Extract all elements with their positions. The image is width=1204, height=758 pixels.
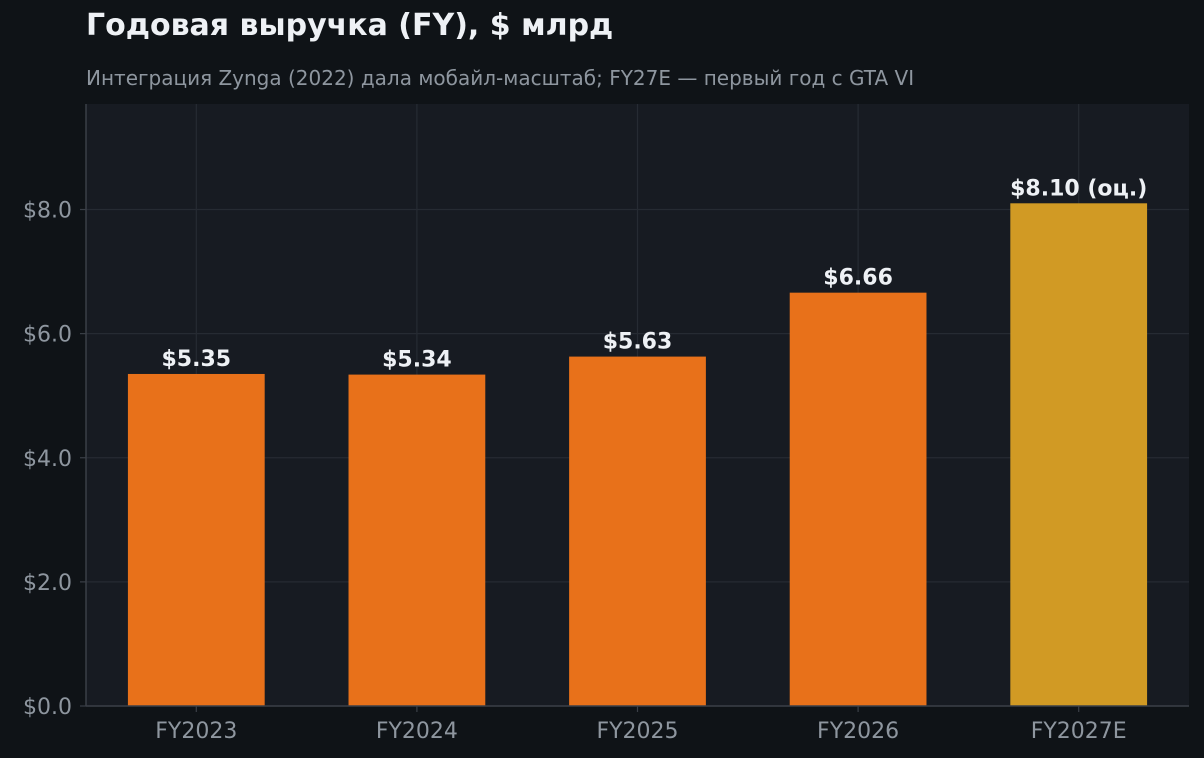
x-tick-label: FY2026 [817, 719, 899, 744]
bar-value-label: $5.34 [382, 348, 452, 373]
bar-fy2026 [789, 292, 927, 706]
x-tick-label: FY2025 [596, 719, 678, 744]
y-tick-label: $6.0 [23, 323, 72, 348]
y-tick-label: $0.0 [23, 695, 72, 720]
bar-fy2027e [1010, 203, 1148, 707]
x-axis-tick-labels: FY2023 FY2024 FY2025 FY2026 FY2027E [155, 706, 1127, 744]
x-tick-label: FY2027E [1031, 719, 1127, 744]
y-tick-label: $4.0 [23, 447, 72, 472]
chart-subtitle: Интеграция Zynga (2022) дала мобайл-масш… [86, 66, 915, 90]
bars [127, 203, 1148, 707]
bar-fy2024 [348, 374, 486, 706]
bar-fy2025 [569, 356, 706, 706]
bar-value-label: $8.10 (оц.) [1010, 176, 1147, 201]
bar-value-labels: $5.35 $5.34 $5.63 $6.66 $8.10 (оц.) [162, 176, 1148, 372]
bar-fy2023 [127, 373, 265, 706]
y-tick-label: $2.0 [23, 571, 72, 596]
y-axis-tick-labels: $0.0 $2.0 $4.0 $6.0 $8.0 [23, 199, 86, 720]
x-tick-label: FY2023 [155, 719, 237, 744]
bar-value-label: $5.35 [162, 347, 232, 372]
x-tick-label: FY2024 [376, 719, 458, 744]
chart-title: Годовая выручка (FY), $ млрд [86, 8, 614, 43]
bar-value-label: $6.66 [823, 266, 893, 291]
y-tick-label: $8.0 [23, 199, 72, 224]
bar-value-label: $5.63 [603, 330, 673, 355]
